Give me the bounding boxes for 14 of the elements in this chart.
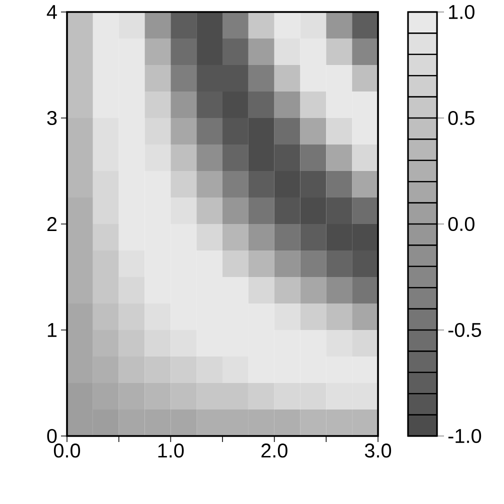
x-tick-label: 1.0 — [158, 444, 184, 458]
color-bar-label: 0.0 — [448, 216, 474, 232]
y-tick-label: 3 — [47, 110, 57, 126]
color-bar-label: -0.5 — [448, 322, 482, 338]
color-bar-label: 0.5 — [448, 110, 474, 126]
color-bar-label: -1.0 — [448, 428, 482, 444]
x-tick-label: 3.0 — [364, 444, 392, 458]
x-tick-label: 2.0 — [261, 444, 288, 458]
color-bar-label: 1.0 — [449, 4, 474, 20]
y-tick-label: 2 — [47, 217, 56, 231]
x-tick-label: 0.0 — [54, 444, 80, 458]
y-tick-label: 4 — [46, 5, 57, 19]
y-tick-label: 1 — [48, 323, 57, 337]
y-tick-label: 0 — [47, 428, 57, 444]
